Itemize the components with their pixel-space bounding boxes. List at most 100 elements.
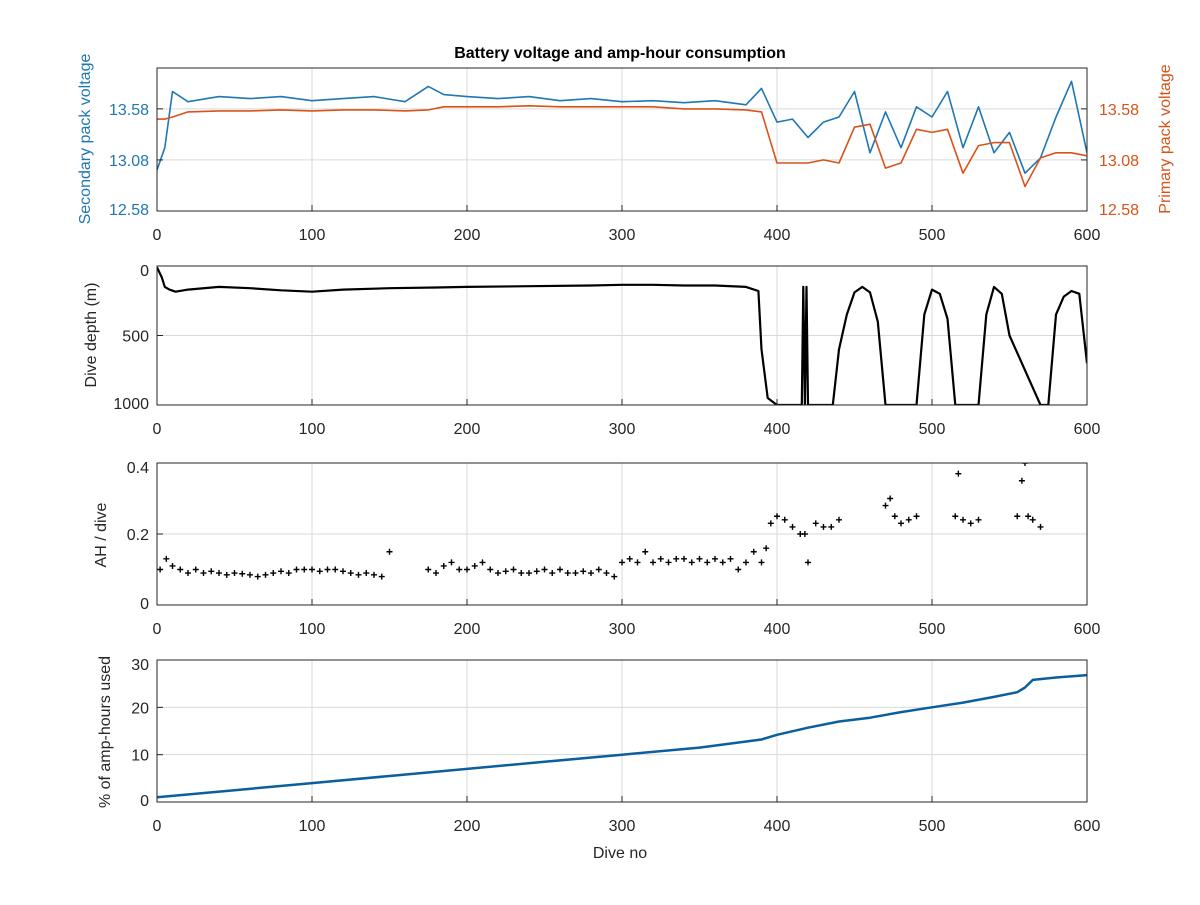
ah-per-dive-point [960,516,966,523]
ah-per-dive-point [952,513,959,520]
ah-per-dive-point [324,566,331,573]
ah-per-dive-point [820,523,827,530]
ah-per-dive-point [340,568,346,575]
ah-per-dive-point [163,555,170,562]
ah-per-dive-point [378,573,385,580]
ah-per-dive-point [479,559,486,566]
ah-per-dive-point [650,559,656,566]
ah-per-dive-point [887,495,894,502]
ah-per-dive-point [541,566,548,573]
data-layer [157,80,1087,799]
y-tick-label: 0.2 [127,527,149,544]
panel-3-data [157,673,1087,799]
x-tick-label: 600 [1074,818,1101,835]
ah-per-dive-point [564,570,571,577]
ah-per-dive-point [781,516,788,523]
ah-per-dive-point [898,520,904,527]
ah-per-dive-point [440,562,447,569]
ah-per-dive-point [774,513,780,520]
ah-per-dive-point [673,555,680,562]
y2-tick-label: 12.58 [1099,202,1139,219]
ah-per-dive-point [502,568,509,575]
ah-per-dive-point [836,516,842,523]
x-tick-label: 300 [609,421,636,438]
ah-per-dive-point [347,570,354,577]
ah-per-dive-point [456,566,463,573]
ah-per-dive-point [557,566,563,573]
x-tick-label: 500 [919,621,946,638]
ah-per-dive-point [665,559,672,566]
amp-hours-used-line [157,673,1087,799]
ah-per-dive-point [471,562,478,569]
ah-per-dive-point [688,559,695,566]
ah-per-dive-point [696,555,703,562]
ah-per-dive-point [293,566,300,573]
axes-layer [156,67,1088,803]
y-tick-label: 13.08 [109,153,149,170]
x-tick-label: 500 [919,421,946,438]
ah-per-dive-point [1014,513,1021,520]
ah-per-dive-point [433,570,439,577]
y-tick-label: 20 [131,700,149,717]
y-axis-label-primary: Primary pack voltage [1157,64,1174,213]
ah-per-dive-point [363,570,370,577]
ah-per-dive-point [681,555,687,562]
ah-per-dive-point [727,555,734,562]
ah-per-dive-point [1018,477,1025,484]
y-axis-label-ah: AH / dive [93,502,110,567]
ah-per-dive-point [588,570,594,577]
ah-per-dive-point [619,559,625,566]
x-tick-label: 400 [764,621,791,638]
ah-per-dive-point [464,566,470,573]
y-tick-label: 0 [140,793,149,810]
x-tick-label: 300 [609,818,636,835]
x-tick-label: 600 [1074,421,1101,438]
ah-per-dive-point [1025,513,1032,520]
ah-per-dive-point [905,516,912,523]
ah-per-dive-point [231,570,238,577]
x-tick-label: 0 [153,818,162,835]
ah-per-dive-point [448,559,455,566]
ah-per-dive-point [789,523,796,530]
ah-per-dive-point [200,570,207,577]
primary-voltage-line [157,105,1087,188]
y-tick-label: 30 [131,657,149,674]
x-tick-label: 100 [299,421,326,438]
ah-per-dive-point [1022,463,1028,466]
x-tick-label: 200 [454,421,481,438]
dive-depth-line [157,266,1087,405]
y-tick-label: 12.58 [109,202,149,219]
y2-tick-label: 13.58 [1099,102,1139,119]
ah-per-dive-point [634,559,641,566]
ah-per-dive-point [595,566,602,573]
panel-2-data [157,463,1044,580]
ah-per-dive-point [157,566,164,573]
x-axis-label: Dive no [593,845,647,862]
ah-per-dive-point [805,559,811,566]
y-tick-label: 13.58 [109,102,149,119]
ah-per-dive-point [955,470,962,477]
x-tick-label: 100 [299,621,326,638]
ah-per-dive-point [767,520,774,527]
ah-per-dive-point [572,570,579,577]
chart-title: Battery voltage and amp-hour consumption [454,45,786,62]
ah-per-dive-point [270,570,277,577]
panel-1-data [157,266,1087,405]
ah-per-dive-point [801,531,808,537]
ah-per-dive-point [495,570,501,577]
ah-per-dive-point [828,523,835,530]
x-tick-label: 400 [764,818,791,835]
ah-per-dive-point [735,566,742,573]
y-tick-label: 500 [122,329,149,346]
ah-per-dive-point [812,520,819,527]
ah-per-dive-point [332,566,339,573]
x-tick-label: 400 [764,227,791,244]
ah-per-dive-point [1029,516,1036,523]
ah-per-dive-point [975,516,982,523]
ah-per-dive-point [177,566,184,573]
ah-per-dive-point [526,570,532,577]
x-tick-label: 100 [299,818,326,835]
ah-per-dive-point [533,568,540,575]
